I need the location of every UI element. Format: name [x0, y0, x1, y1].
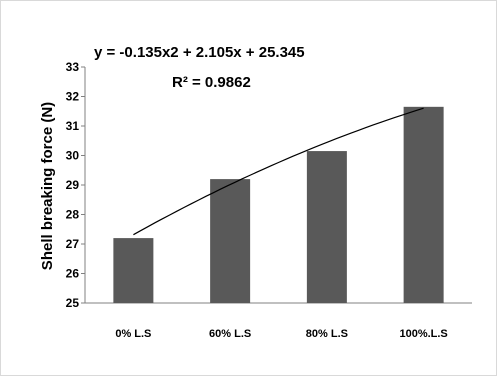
y-tick-label: 31: [66, 119, 80, 133]
y-tick-labels: 25 26 27 28 29 30 31 32 33: [66, 60, 80, 310]
trendline: [133, 107, 424, 236]
trendline-equation: y = -0.135x2 + 2.105x + 25.345: [94, 44, 305, 61]
y-axis-label: Shell breaking force (N): [39, 102, 56, 270]
x-tick-label: 100%.L.S: [399, 328, 447, 340]
trendline-r2: R² = 0.9862: [172, 74, 251, 91]
y-tick-label: 27: [66, 237, 80, 251]
x-tick-label: 60% L.S: [209, 328, 251, 340]
y-tick-label: 32: [66, 90, 80, 104]
bar: [403, 106, 444, 303]
bar: [113, 238, 154, 303]
y-tick-label: 28: [66, 208, 80, 222]
bars: [113, 106, 444, 303]
x-tick-labels: 0% L.S 60% L.S 80% L.S 100%.L.S: [115, 328, 447, 340]
y-tick-label: 25: [66, 296, 80, 310]
x-tick-label: 80% L.S: [306, 328, 348, 340]
bar: [210, 179, 251, 303]
x-tick-label: 0% L.S: [115, 328, 151, 340]
bar: [306, 151, 347, 303]
y-tick-label: 26: [66, 267, 80, 281]
y-tick-label: 30: [66, 149, 80, 163]
y-tick-label: 33: [66, 60, 80, 74]
y-tick-label: 29: [66, 178, 80, 192]
y-tick-marks: [81, 66, 85, 304]
